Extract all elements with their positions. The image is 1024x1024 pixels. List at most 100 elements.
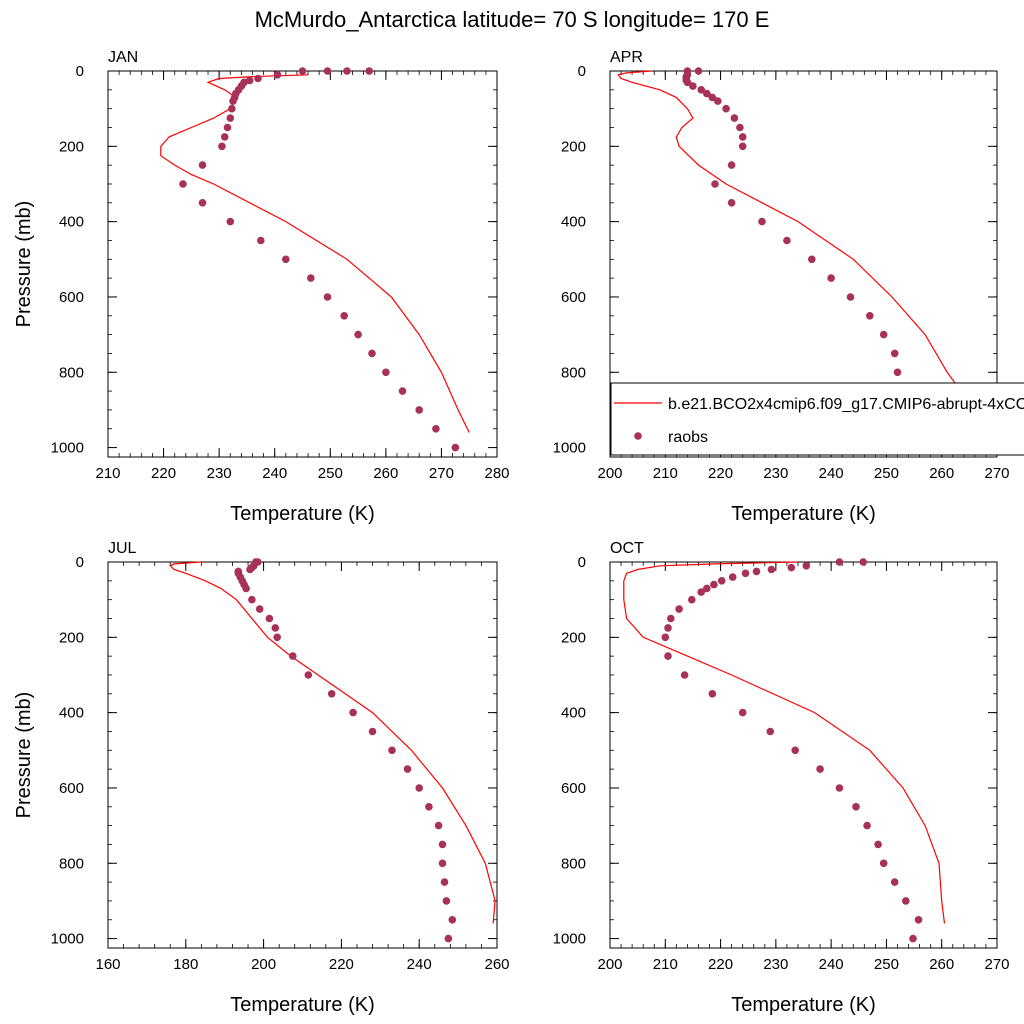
raobs-point — [816, 765, 824, 773]
raobs-point — [688, 595, 696, 604]
legend-model-label: b.e21.BCO2x4cmip6.f09_g17.CMIP6-abrupt-4… — [668, 396, 1024, 413]
raobs-point — [229, 97, 237, 105]
x-tick-label: 280 — [484, 465, 509, 482]
y-axis-label: Pressure (mb) — [13, 201, 35, 328]
raobs-point — [434, 821, 443, 830]
x-tick-label: 250 — [874, 956, 899, 973]
raobs-point — [368, 349, 376, 358]
x-tick-label: 200 — [251, 956, 276, 973]
raobs-point — [304, 671, 313, 679]
y-axis-label: Pressure (mb) — [13, 692, 35, 819]
y-tick-label: 400 — [561, 214, 586, 231]
raobs-point — [846, 293, 855, 301]
raobs-point — [874, 840, 882, 849]
raobs-point — [766, 727, 775, 736]
y-tick-label: 600 — [561, 780, 586, 797]
raobs-point — [783, 236, 791, 245]
y-tick-label: 200 — [59, 629, 84, 646]
y-tick-label: 800 — [59, 855, 84, 872]
raobs-point — [444, 934, 453, 943]
x-tick-label: 200 — [597, 465, 622, 482]
x-tick-label: 260 — [373, 465, 398, 482]
y-tick-label: 800 — [561, 364, 586, 381]
raobs-point — [711, 180, 719, 188]
raobs-point — [827, 274, 835, 282]
figure-title: McMurdo_Antarctica latitude= 70 S longit… — [255, 7, 770, 32]
raobs-point — [703, 89, 711, 98]
x-tick-label: 260 — [484, 956, 509, 973]
y-tick-label: 400 — [59, 214, 84, 231]
panels: JAN 210 220 230 240 250 260 270 280 0 200 400 600 800… — [13, 49, 1010, 1016]
y-tick-label: 0 — [578, 554, 586, 571]
x-tick-label: 210 — [653, 465, 678, 482]
y-tick-label: 600 — [59, 289, 84, 306]
plot-frame — [107, 561, 498, 949]
raobs-point — [835, 558, 844, 566]
raobs-point — [368, 727, 377, 736]
raobs-point — [198, 199, 207, 207]
x-tick-label: 200 — [597, 956, 622, 973]
raobs-point — [717, 577, 726, 585]
raobs-point — [220, 133, 229, 141]
y-tick-label: 800 — [59, 364, 84, 381]
raobs-point — [415, 784, 424, 792]
raobs-point — [282, 255, 290, 264]
legend-obs-marker — [634, 432, 642, 440]
raobs-point — [442, 897, 451, 905]
x-tick-label: 260 — [929, 956, 954, 973]
raobs-point — [738, 708, 747, 717]
x-tick-label: 250 — [874, 465, 899, 482]
raobs-point — [273, 633, 282, 642]
raobs-point — [438, 840, 447, 849]
y-tick-label: 1000 — [553, 440, 586, 457]
raobs-point — [226, 217, 235, 226]
raobs-point — [226, 114, 235, 122]
x-tick-label: 230 — [763, 465, 788, 482]
raobs-point — [179, 180, 187, 188]
x-tick-label: 230 — [763, 956, 788, 973]
x-tick-label: 240 — [407, 956, 432, 973]
y-tick-label: 0 — [578, 63, 586, 80]
raobs-point — [722, 104, 730, 113]
raobs-point — [890, 349, 899, 358]
x-tick-label: 240 — [819, 956, 844, 973]
x-tick-label: 270 — [429, 465, 454, 482]
y-tick-label: 200 — [561, 629, 586, 646]
raobs-point — [879, 330, 888, 339]
panel-jul: JUL 160 180 200 220 240 260 0 200 400 600 800 1000 Te… — [13, 540, 510, 1016]
raobs-point — [697, 86, 705, 94]
raobs-point — [661, 633, 670, 642]
raobs-point — [354, 330, 362, 339]
raobs-point — [246, 565, 254, 574]
x-axis-label: Temperature (K) — [230, 994, 375, 1016]
raobs-point — [890, 878, 899, 886]
plot-frame — [107, 70, 498, 458]
raobs-point — [879, 859, 888, 868]
x-tick-label: 230 — [207, 465, 232, 482]
raobs-point — [893, 368, 902, 377]
raobs-point — [703, 584, 711, 593]
raobs-point — [787, 563, 796, 572]
raobs-point — [451, 443, 460, 452]
raobs-point — [349, 708, 357, 717]
raobs-point — [738, 142, 747, 151]
raobs-point — [667, 614, 675, 623]
panel-title: OCT — [610, 540, 644, 557]
raobs-point — [271, 624, 280, 632]
raobs-point — [248, 595, 256, 604]
model-line — [160, 74, 470, 433]
raobs-point — [323, 67, 332, 75]
raobs-point — [388, 746, 396, 755]
raobs-point — [728, 573, 737, 581]
x-tick-label: 210 — [653, 956, 678, 973]
raobs-point — [254, 74, 262, 83]
raobs-point — [835, 784, 844, 792]
y-tick-label: 400 — [59, 705, 84, 722]
raobs-point — [791, 746, 799, 755]
raobs-point — [866, 312, 874, 320]
raobs-point — [425, 803, 433, 811]
raobs-point — [902, 897, 910, 905]
raobs-point — [198, 161, 207, 169]
x-axis-label: Temperature (K) — [731, 994, 876, 1016]
model-line — [623, 561, 946, 924]
